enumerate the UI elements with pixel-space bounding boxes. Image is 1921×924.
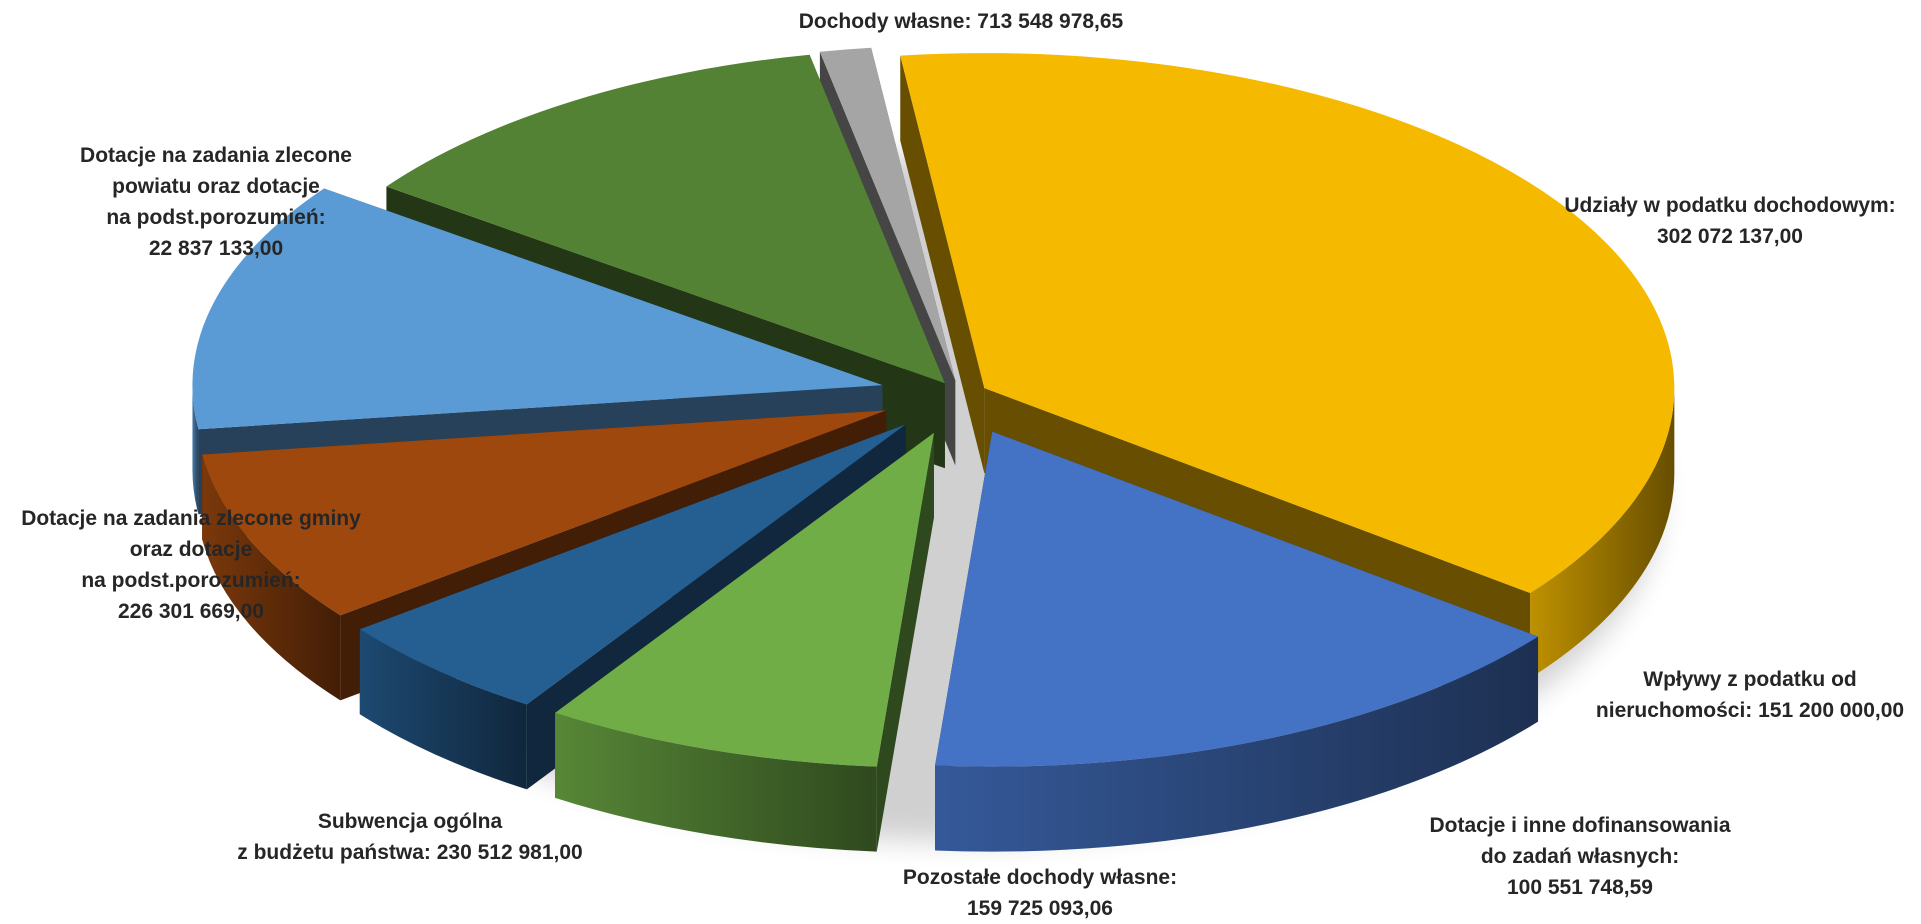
slice-cut-dochody-start <box>900 55 985 474</box>
label-pozostale-line-2: 159 725 093,06 <box>967 897 1113 920</box>
slice-wall-udzialy <box>935 636 1539 852</box>
label-gmina-line-1: Dotacje na zadania zlecone gminy <box>21 507 361 530</box>
label-gmina-line-3: na podst.porozumień: <box>81 569 301 592</box>
label-dotacje-wlasne-line-3: 100 551 748,59 <box>1507 876 1653 899</box>
slice-wplywy <box>555 432 934 852</box>
label-dotacje-wlasne-line-2: do zadań własnych: <box>1480 845 1680 868</box>
label-udzialy-line-2: 302 072 137,00 <box>1657 225 1803 248</box>
label-powiat-line-4: 22 837 133,00 <box>148 237 284 260</box>
label-gmina: Dotacje na zadania zlecone gminy oraz do… <box>6 503 376 627</box>
label-pozostale: Pozostałe dochody własne: 159 725 093,06 <box>860 862 1220 924</box>
label-dochody: Dochody własne: 713 548 978,65 <box>711 6 1211 37</box>
label-powiat-line-2: powiatu oraz dotacje <box>112 175 320 198</box>
slice-udzialy <box>935 431 1539 852</box>
slice-wall-dotacje_wlasne <box>359 629 527 790</box>
label-powiat-line-1: Dotacje na zadania zlecone <box>80 144 352 167</box>
label-udzialy: Udziały w podatku dochodowym: 302 072 13… <box>1540 190 1920 252</box>
slice-top-dochody <box>900 53 1675 594</box>
label-subwencja-line-1: Subwencja ogólna <box>317 810 503 833</box>
slice-top-wplywy <box>555 432 934 767</box>
label-gmina-line-2: oraz dotacje <box>129 538 253 561</box>
label-dochody-line: Dochody własne: 713 548 978,65 <box>798 10 1124 33</box>
label-dotacje-wlasne: Dotacje i inne dofinansowania do zadań w… <box>1400 810 1760 903</box>
label-gmina-line-4: 226 301 669,00 <box>118 600 264 623</box>
slice-wall-dochody <box>1530 388 1675 679</box>
label-powiat-line-3: na podst.porozumień: <box>106 206 326 229</box>
label-wplywy: Wpływy z podatku od nieruchomości: 151 2… <box>1580 664 1920 726</box>
label-powiat: Dotacje na zadania zlecone powiatu oraz … <box>36 140 396 264</box>
slice-top-pozostale <box>202 410 887 616</box>
slice-cut-wplywy-start <box>876 432 934 852</box>
label-pozostale-line-1: Pozostałe dochody własne: <box>902 866 1178 889</box>
slice-top-powiat <box>819 47 956 381</box>
label-subwencja-line-2: z budżetu państwa: 230 512 981,00 <box>237 841 583 864</box>
slice-top-dotacje_wlasne <box>359 424 906 705</box>
slice-wall-pozostale <box>202 454 341 701</box>
label-udzialy-line-1: Udziały w podatku dochodowym: <box>1564 194 1896 217</box>
label-subwencja: Subwencja ogólna z budżetu państwa: 230 … <box>210 806 610 868</box>
slice-top-subwencja <box>192 188 883 430</box>
label-wplywy-line-1: Wpływy z podatku od <box>1643 668 1857 691</box>
label-wplywy-line-2: nieruchomości: 151 200 000,00 <box>1595 699 1905 722</box>
slice-top-gmina <box>386 54 945 384</box>
slice-wall-wplywy <box>555 712 877 852</box>
slice-wall-subwencja <box>192 385 199 515</box>
label-dotacje-wlasne-line-1: Dotacje i inne dofinansowania <box>1429 814 1731 837</box>
slice-top-udzialy <box>935 431 1539 767</box>
